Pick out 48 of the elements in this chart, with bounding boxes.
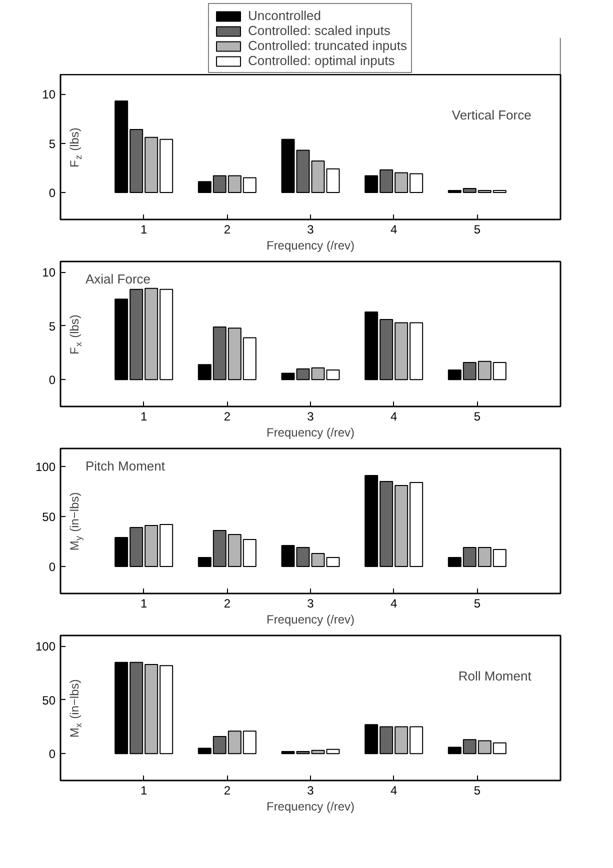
x-tick-label: 5	[474, 410, 481, 424]
y-tick-label: 0	[48, 560, 56, 574]
x-tick-label: 2	[224, 784, 231, 798]
x-tick-label: 3	[307, 410, 314, 424]
x-tick-label: 4	[390, 596, 398, 610]
x-tick-label: 1	[140, 410, 148, 424]
x-tick-label: 2	[224, 410, 231, 424]
x-tick-label: 3	[307, 596, 314, 610]
y-tick-label: 5	[48, 319, 56, 334]
x-axis-title: Frequency (/rev)	[266, 800, 355, 814]
y-tick-label: 0	[48, 747, 56, 762]
x-tick-label: 1	[140, 222, 148, 236]
y-tick-label: 0	[48, 186, 56, 200]
annotation: Pitch Moment	[86, 458, 166, 474]
y-axis-title: My (in−lbs)	[68, 492, 84, 551]
y-axis-title: Fx (lbs)	[68, 314, 84, 354]
x-tick-label: 1	[140, 784, 148, 798]
x-tick-label: 4	[390, 222, 398, 236]
x-axis-title: Frequency (/rev)	[266, 426, 355, 440]
x-tick-label: 2	[224, 596, 231, 610]
y-axis-title: Fz (lbs)	[68, 128, 84, 168]
x-tick-label: 5	[474, 596, 481, 610]
annotation: Roll Moment	[458, 668, 532, 684]
x-axis-title: Frequency (/rev)	[266, 612, 355, 626]
legend-label: Controlled: optimal inputs	[248, 53, 395, 68]
x-tick-label: 5	[474, 784, 481, 798]
y-tick-label: 10	[42, 266, 56, 280]
x-tick-label: 1	[140, 596, 148, 610]
x-tick-label: 3	[307, 222, 314, 236]
annotation: Axial Force	[86, 271, 151, 286]
y-tick-label: 100	[35, 460, 56, 474]
legend-label: Uncontrolled	[248, 8, 322, 23]
x-tick-label: 4	[390, 410, 398, 424]
y-tick-label: 100	[35, 640, 56, 654]
legend-label: Controlled: scaled inputs	[248, 23, 390, 38]
y-tick-label: 50	[42, 693, 56, 708]
x-tick-label: 4	[390, 784, 398, 798]
y-tick-label: 50	[42, 510, 56, 524]
y-tick-label: 10	[42, 88, 56, 102]
y-tick-label: 5	[48, 136, 56, 151]
annotation: Vertical Force	[452, 108, 532, 123]
x-axis-title: Frequency (/rev)	[266, 238, 355, 252]
x-tick-label: 2	[224, 222, 231, 236]
legend-label: Controlled: truncated inputs	[248, 38, 407, 53]
y-tick-label: 0	[48, 373, 56, 388]
x-tick-label: 5	[474, 222, 481, 236]
x-tick-label: 3	[307, 784, 314, 798]
y-axis-title: Mx (in−lbs)	[68, 679, 84, 738]
